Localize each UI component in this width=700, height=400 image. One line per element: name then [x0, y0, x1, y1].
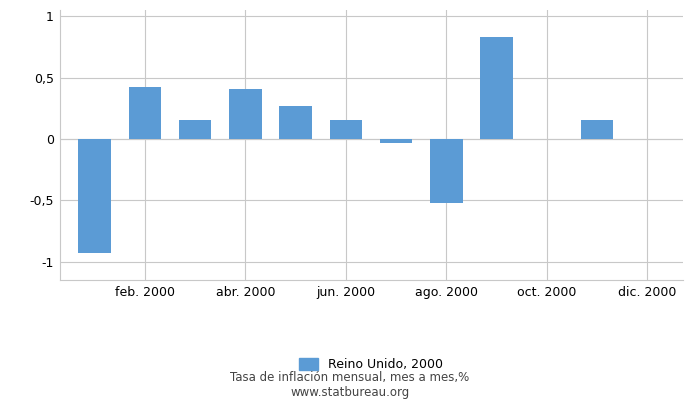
Bar: [178, 120, 211, 139]
Bar: [279, 106, 312, 139]
Bar: [380, 139, 412, 142]
Bar: [330, 120, 362, 139]
Bar: [430, 139, 463, 203]
Text: Tasa de inflación mensual, mes a mes,%: Tasa de inflación mensual, mes a mes,%: [230, 372, 470, 384]
Text: www.statbureau.org: www.statbureau.org: [290, 386, 410, 399]
Bar: [129, 87, 161, 139]
Bar: [581, 120, 613, 139]
Bar: [480, 37, 513, 139]
Legend: Reino Unido, 2000: Reino Unido, 2000: [294, 353, 448, 376]
Bar: [229, 88, 262, 139]
Bar: [78, 139, 111, 253]
